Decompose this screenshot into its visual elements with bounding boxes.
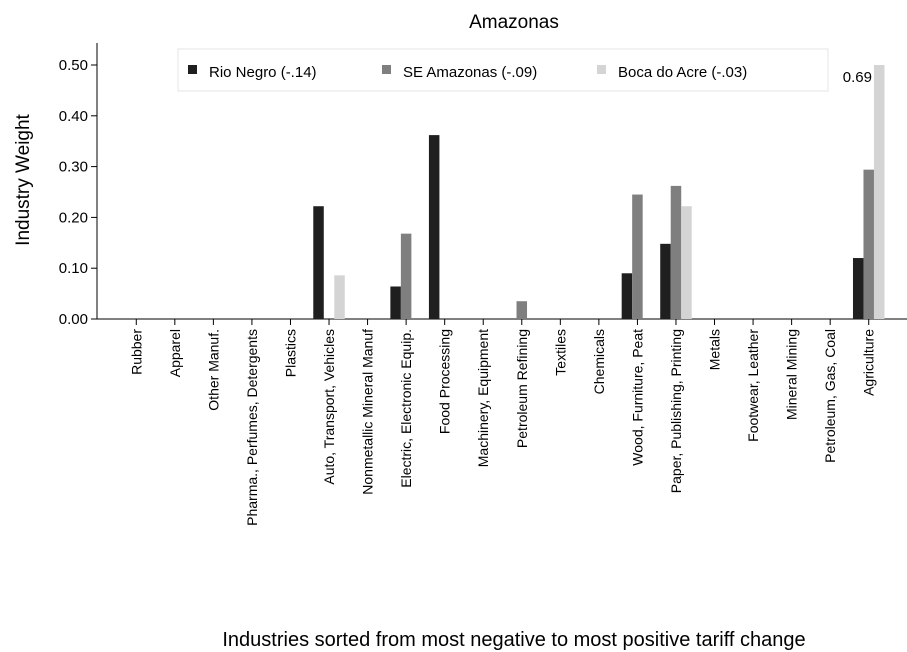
y-axis-label: Industry Weight [13,113,34,245]
y-tick-label: 0.20 [59,209,88,226]
x-tick-label: Pharma., Perfumes, Detergents [244,329,260,526]
legend-swatch [382,65,391,74]
axes: 0.00 0.10 0.20 0.30 0.40 0.50 Rubber Apparel Oth… [59,43,907,526]
bars: 0.69 [313,65,885,319]
legend-box [177,48,829,92]
bar [873,65,885,319]
bar [852,258,864,319]
legend: Rio Negro (-.14) SE Amazonas (-.09) Boca d… [177,48,829,92]
x-tick-label: Footwear, Leather [745,329,761,442]
bar [681,206,692,319]
x-tick-label: Textiles [552,329,568,376]
x-tick-label: Nonmetallic Mineral Manuf [360,329,376,495]
legend-swatch [597,65,606,74]
x-tick-label: Petroleum Refining [514,329,530,448]
x-tick-label: Apparel [167,329,183,377]
x-tick-label: Petroleum, Gas, Coal [822,329,838,463]
legend-swatch [188,65,197,74]
x-tick-label: Plastics [282,329,298,377]
data-label: 0.69 [843,69,872,86]
bar [334,275,345,319]
bar [660,243,671,319]
bar [428,135,440,319]
bar [863,169,874,319]
x-axis-label: Industries sorted from most negative to … [222,629,805,651]
x-tick-label: Agriculture [861,329,877,396]
bar [400,233,412,319]
y-tick-label: 0.40 [59,108,88,125]
x-tick-label: Food Processing [437,329,453,434]
x-tick-label: Mineral Mining [784,329,800,420]
x-tick-label: Wood, Furniture, Peat [629,329,645,466]
x-tick-label: Metals [707,329,723,370]
y-tick-label: 0.10 [59,260,88,277]
legend-label: SE Amazonas (-.09) [403,64,537,81]
x-tick-label: Rubber [128,329,144,375]
bar [390,286,401,319]
bar [313,206,324,319]
bar [516,301,528,319]
x-tick-label: Paper, Publishing, Printing [668,329,684,493]
y-tick-label: 0.30 [59,159,88,176]
bar [621,273,633,319]
y-tick-label: 0.00 [59,311,88,328]
chart-title: Amazonas [469,12,559,33]
x-tick-label: Other Manuf. [205,329,221,411]
x-tick-label: Machinery, Equipment [475,329,491,467]
x-tick-label: Auto, Transport, Vehicles [321,329,337,485]
legend-label: Rio Negro (-.14) [209,64,317,81]
bar [632,194,643,319]
x-tick-label: Electric, Electronic Equip. [398,329,414,488]
x-tick-label: Chemicals [591,329,607,394]
y-tick-label: 0.50 [59,57,88,74]
legend-label: Boca do Acre (-.03) [618,64,747,81]
bar [670,185,682,319]
